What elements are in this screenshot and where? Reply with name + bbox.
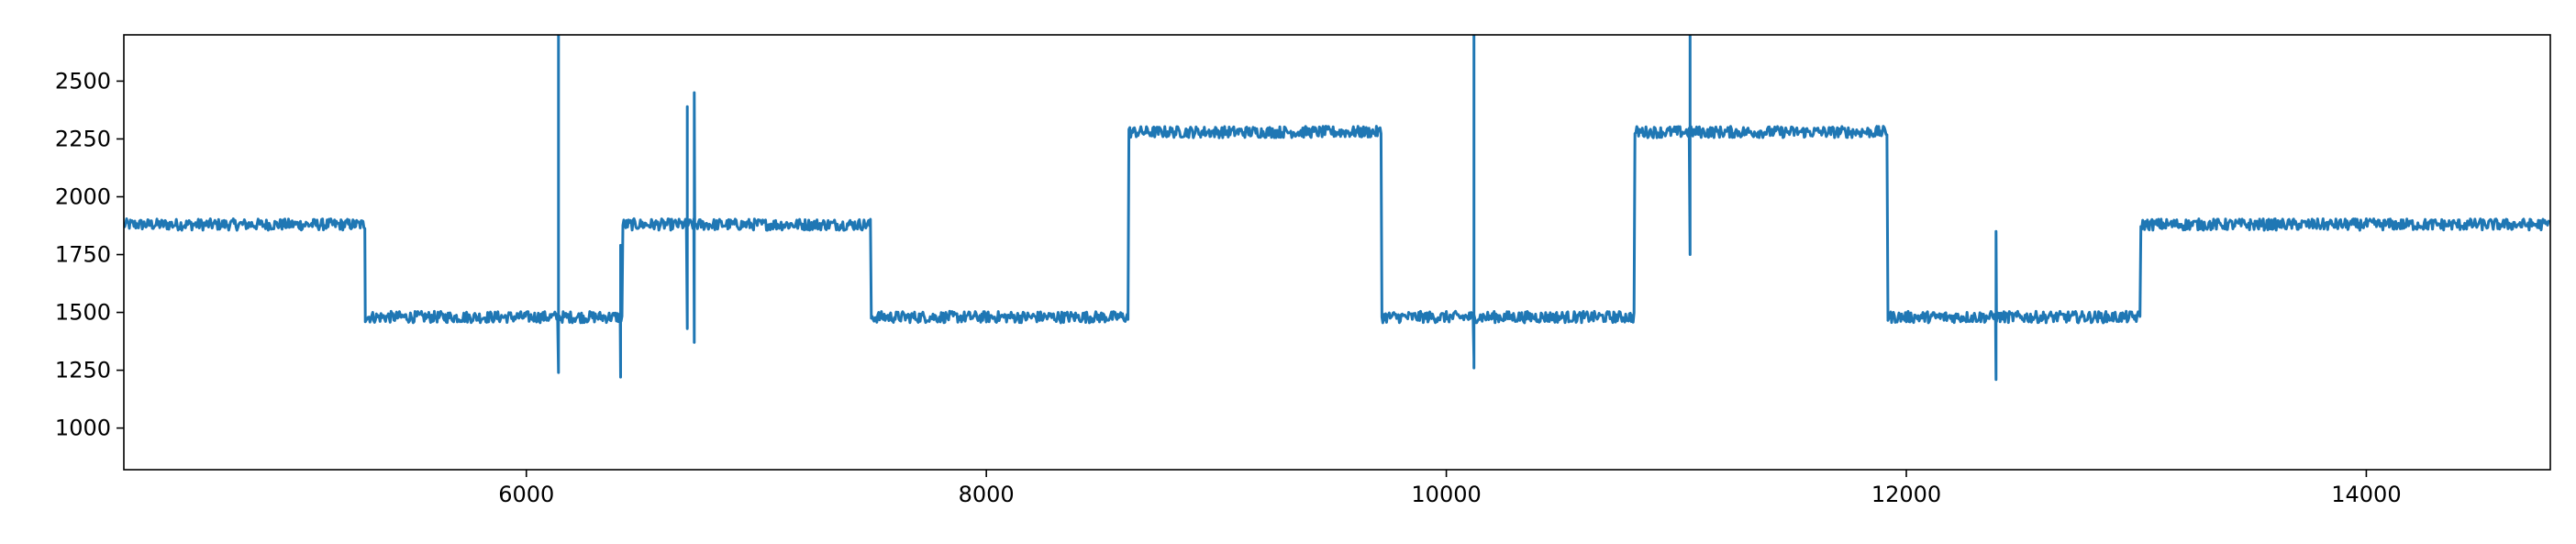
y-tick-label: 1000 <box>55 416 111 441</box>
plot-frame <box>123 34 2551 471</box>
y-tick-label: 1750 <box>55 242 111 268</box>
y-tick-label: 1250 <box>55 358 111 383</box>
x-tick-label: 12000 <box>1871 482 1941 507</box>
y-tick-label: 2250 <box>55 126 111 151</box>
x-tick-label: 6000 <box>498 482 554 507</box>
x-tick-label: 10000 <box>1411 482 1481 507</box>
y-tick-label: 2500 <box>55 68 111 94</box>
y-tick-label: 1500 <box>55 300 111 326</box>
x-tick-label: 8000 <box>959 482 1015 507</box>
axes: 6000 8000 10000 12000 14000 1000 1250 1500 1750 2… <box>55 34 2551 507</box>
series-line-0 <box>124 35 2550 382</box>
x-tick-label: 14000 <box>2331 482 2401 507</box>
y-tick-label: 2000 <box>55 183 111 209</box>
plot-area <box>124 35 2550 382</box>
